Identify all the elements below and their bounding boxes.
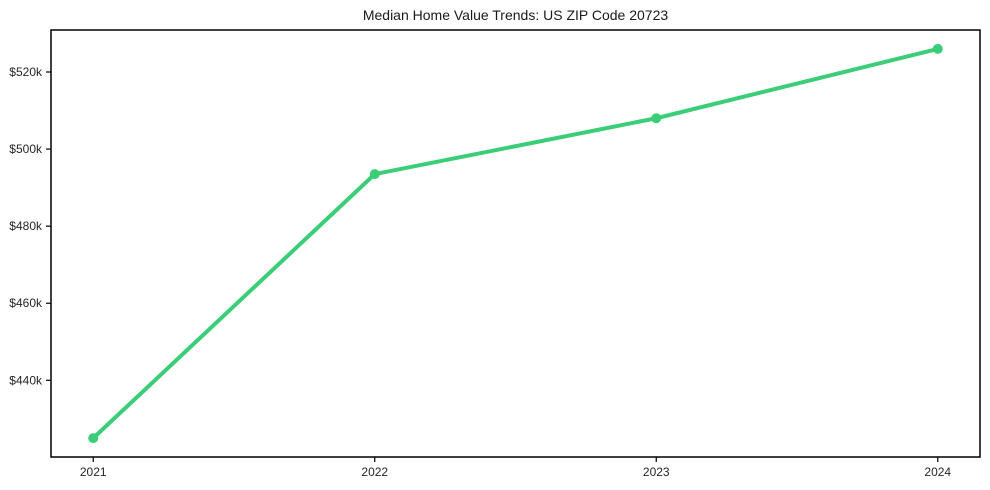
data-point (369, 169, 380, 180)
y-axis-tick-label: $480k (9, 219, 43, 233)
data-point (651, 113, 662, 124)
plot-border (50, 29, 981, 458)
y-axis-tick-label: $440k (9, 373, 43, 387)
x-axis-tick-label: 2021 (80, 465, 107, 479)
data-point (932, 43, 943, 54)
y-axis-tick-label: $460k (9, 296, 43, 310)
chart-title: Median Home Value Trends: US ZIP Code 20… (362, 7, 669, 23)
y-axis-tick-label: $500k (9, 142, 43, 156)
x-axis-tick-label: 2024 (924, 465, 951, 479)
x-axis-tick-label: 2022 (361, 465, 388, 479)
data-point (88, 433, 99, 444)
x-axis-tick-label: 2023 (643, 465, 670, 479)
data-line (91, 46, 940, 441)
y-axis-tick-label: $520k (9, 65, 43, 79)
